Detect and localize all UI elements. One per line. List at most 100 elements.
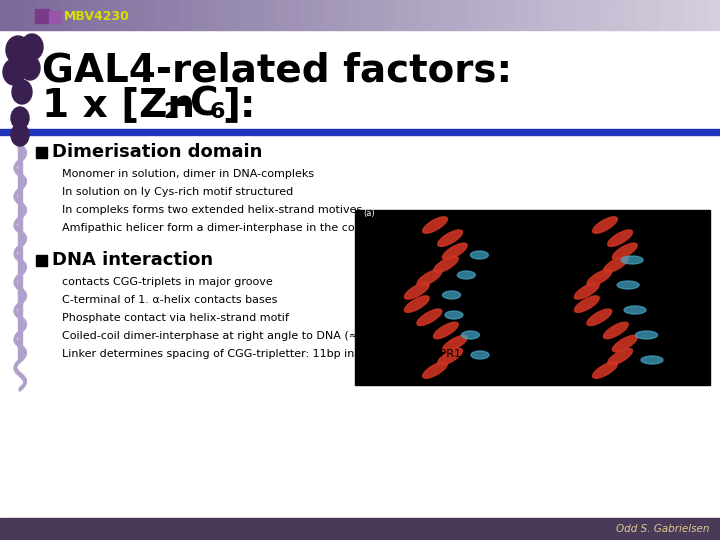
Ellipse shape — [587, 269, 612, 286]
Bar — [612, 0, 625, 30]
Bar — [540, 0, 553, 30]
Bar — [576, 0, 589, 30]
Text: Coiled-coil dimer-interphase at right angle to DNA (≈bZIP): Coiled-coil dimer-interphase at right an… — [62, 331, 387, 341]
Ellipse shape — [471, 351, 489, 359]
Text: (a): (a) — [363, 209, 374, 218]
Ellipse shape — [438, 230, 462, 246]
Text: Dimerisation domain: Dimerisation domain — [52, 143, 262, 161]
Bar — [36, 147, 47, 158]
Bar — [84, 0, 97, 30]
Bar — [300, 0, 313, 30]
Bar — [0, 0, 13, 30]
Bar — [96, 0, 109, 30]
Bar — [12, 0, 25, 30]
Ellipse shape — [603, 322, 628, 339]
Ellipse shape — [433, 322, 458, 339]
Ellipse shape — [621, 256, 643, 264]
Bar — [444, 0, 457, 30]
Ellipse shape — [445, 311, 463, 319]
Bar — [600, 0, 613, 30]
Bar — [312, 0, 325, 30]
Ellipse shape — [613, 243, 637, 260]
Bar — [24, 0, 37, 30]
Bar — [552, 0, 565, 30]
Bar — [288, 0, 301, 30]
Bar — [636, 0, 649, 30]
Bar — [648, 0, 661, 30]
Bar — [480, 0, 493, 30]
Text: 2: 2 — [163, 102, 179, 122]
Bar — [252, 0, 265, 30]
Bar — [696, 0, 709, 30]
Ellipse shape — [405, 282, 429, 299]
Bar — [48, 0, 61, 30]
Bar — [156, 0, 169, 30]
Bar — [35, 9, 49, 23]
Text: GAL4-related factors:: GAL4-related factors: — [42, 51, 512, 89]
Bar — [0, 129, 720, 135]
Bar — [50, 352, 57, 359]
Text: In compleks forms two extended helix-strand motives: In compleks forms two extended helix-str… — [62, 205, 362, 215]
Text: Monomer in solution, dimer in DNA-compleks: Monomer in solution, dimer in DNA-comple… — [62, 169, 314, 179]
Ellipse shape — [423, 217, 447, 233]
Bar — [0, 518, 720, 540]
Bar — [564, 0, 577, 30]
Bar — [348, 0, 361, 30]
Ellipse shape — [20, 56, 40, 80]
Bar — [504, 0, 517, 30]
Bar — [264, 0, 277, 30]
Ellipse shape — [417, 269, 442, 286]
Ellipse shape — [21, 34, 43, 60]
Bar — [144, 0, 157, 30]
Text: Odd S. Gabrielsen: Odd S. Gabrielsen — [616, 524, 710, 534]
Bar — [360, 0, 373, 30]
Ellipse shape — [593, 362, 617, 378]
Ellipse shape — [423, 362, 447, 378]
Text: C-terminal of 1. α-helix contacts bases: C-terminal of 1. α-helix contacts bases — [62, 295, 277, 305]
Text: contacts CGG-triplets in major groove: contacts CGG-triplets in major groove — [62, 277, 273, 287]
Ellipse shape — [457, 271, 475, 279]
Bar — [492, 0, 505, 30]
Text: 6: 6 — [210, 102, 225, 122]
Bar — [624, 0, 637, 30]
Bar — [660, 0, 673, 30]
Ellipse shape — [624, 306, 646, 314]
Ellipse shape — [438, 349, 462, 365]
Text: 1 x [Zn: 1 x [Zn — [42, 86, 195, 124]
Ellipse shape — [617, 281, 639, 289]
Bar — [672, 0, 685, 30]
Bar — [50, 334, 57, 341]
Text: ]:: ]: — [222, 86, 256, 124]
Bar — [50, 208, 57, 215]
Ellipse shape — [442, 243, 467, 260]
Ellipse shape — [608, 349, 632, 365]
Bar — [192, 0, 205, 30]
Bar — [108, 0, 121, 30]
Bar — [384, 0, 397, 30]
Ellipse shape — [593, 217, 617, 233]
Bar — [18, 135, 22, 360]
Ellipse shape — [405, 296, 429, 312]
Ellipse shape — [641, 356, 663, 364]
Bar — [456, 0, 469, 30]
Bar — [372, 0, 385, 30]
Text: Phosphate contact via helix-strand motif: Phosphate contact via helix-strand motif — [62, 313, 289, 323]
Bar — [120, 0, 133, 30]
Bar — [408, 0, 421, 30]
Ellipse shape — [613, 335, 637, 352]
Ellipse shape — [575, 282, 599, 299]
Bar — [204, 0, 217, 30]
Text: -C: -C — [175, 86, 220, 124]
Bar — [50, 280, 57, 287]
Bar — [180, 0, 193, 30]
Bar — [132, 0, 145, 30]
Text: Amfipathic helicer form a dimer-interphase in the complex: Amfipathic helicer form a dimer-interpha… — [62, 223, 389, 233]
Ellipse shape — [11, 124, 29, 146]
Bar — [432, 0, 445, 30]
Bar — [240, 0, 253, 30]
Ellipse shape — [462, 331, 480, 339]
Ellipse shape — [603, 256, 628, 273]
Bar — [228, 0, 241, 30]
Bar — [168, 0, 181, 30]
Bar — [684, 0, 697, 30]
